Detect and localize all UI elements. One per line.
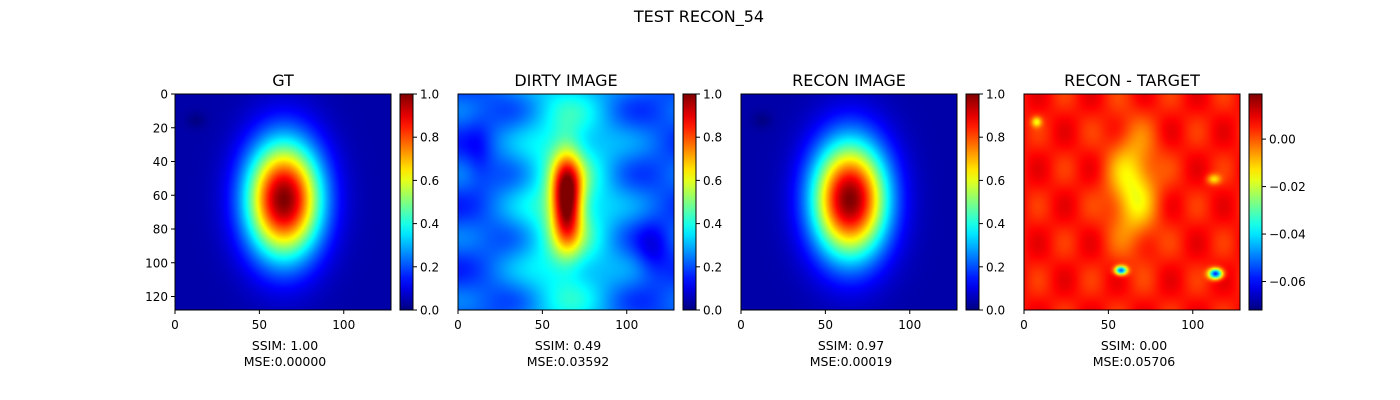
colorbar-tick-label: 0.6 <box>703 174 722 188</box>
y-tick-label: 120 <box>145 290 168 304</box>
ssim-label: SSIM: 0.49 <box>535 338 601 353</box>
y-tick-label: 60 <box>153 189 168 203</box>
y-tick-label: 40 <box>153 155 168 169</box>
colorbar-tick-label: 0.0 <box>420 304 439 318</box>
mse-label: MSE:0.05706 <box>1093 354 1176 369</box>
x-tick-label: 50 <box>252 318 267 332</box>
y-tick-label: 0 <box>160 88 168 102</box>
colorbar-tick-label: 0.0 <box>703 304 722 318</box>
ssim-label: SSIM: 0.97 <box>818 338 884 353</box>
y-tick-label: 20 <box>153 121 168 135</box>
axes-frame <box>457 93 675 311</box>
colorbar-tick-label: −0.04 <box>1269 228 1306 242</box>
heatmap-image <box>458 94 674 310</box>
y-tick-label: 80 <box>153 223 168 237</box>
panel-title: GT <box>272 71 294 90</box>
colorbar-tick-label: 0.8 <box>703 131 722 145</box>
colorbar-tick-label: 0.4 <box>703 217 722 231</box>
x-tick-label: 50 <box>535 318 550 332</box>
colorbar-tick-label: 0.0 <box>986 304 1005 318</box>
colorbar-tick-label: 0.8 <box>986 131 1005 145</box>
axes-frame <box>174 93 392 311</box>
x-tick-label: 100 <box>332 318 355 332</box>
x-tick-label: 100 <box>898 318 921 332</box>
colorbar-tick-label: −0.06 <box>1269 275 1306 289</box>
x-tick-label: 0 <box>171 318 179 332</box>
colorbar-tick-label: 1.0 <box>986 88 1005 102</box>
colorbar <box>1248 93 1263 311</box>
colorbar-tick-label: 0.2 <box>420 260 439 274</box>
y-tick-label: 100 <box>145 256 168 270</box>
heatmap-image <box>741 94 957 310</box>
colorbar-tick-label: 0.2 <box>986 260 1005 274</box>
x-tick-label: 0 <box>454 318 462 332</box>
colorbar-tick-label: 0.00 <box>1269 133 1296 147</box>
panel-title: RECON - TARGET <box>1064 71 1200 90</box>
x-tick-label: 0 <box>737 318 745 332</box>
x-tick-label: 100 <box>1181 318 1204 332</box>
axes-frame <box>1023 93 1241 311</box>
colorbar <box>965 93 980 311</box>
colorbar-tick-label: 0.2 <box>703 260 722 274</box>
panel-4: RECON - TARGET 0 50 100 SSIM: 0.00MSE:0.0570… <box>1020 71 1306 369</box>
axes-frame <box>740 93 958 311</box>
colorbar-tick-label: −0.02 <box>1269 180 1306 194</box>
x-tick-label: 0 <box>1020 318 1028 332</box>
colorbar-tick-label: 0.4 <box>420 217 439 231</box>
mse-label: MSE:0.00019 <box>810 354 893 369</box>
colorbar-tick-label: 0.6 <box>986 174 1005 188</box>
mse-label: MSE:0.00000 <box>244 354 327 369</box>
panel-title: DIRTY IMAGE <box>514 71 617 90</box>
figure-title: TEST RECON_54 <box>633 7 764 27</box>
colorbar-tick-label: 1.0 <box>420 88 439 102</box>
mse-label: MSE:0.03592 <box>527 354 610 369</box>
ssim-label: SSIM: 1.00 <box>252 338 318 353</box>
colorbar <box>682 93 697 311</box>
x-tick-label: 50 <box>818 318 833 332</box>
heatmap-image <box>1024 94 1240 310</box>
x-tick-label: 100 <box>615 318 638 332</box>
panel-1: GT 0 50 100 0 20 40 60 80 100 120 SSIM: 1.00MSE:0.0… <box>145 71 439 369</box>
colorbar-tick-label: 1.0 <box>703 88 722 102</box>
heatmap-image <box>175 94 391 310</box>
ssim-label: SSIM: 0.00 <box>1101 338 1167 353</box>
colorbar-tick-label: 0.6 <box>420 174 439 188</box>
colorbar <box>399 93 414 311</box>
colorbar-tick-label: 0.8 <box>420 131 439 145</box>
colorbar-tick-label: 0.4 <box>986 217 1005 231</box>
panel-title: RECON IMAGE <box>792 71 906 90</box>
x-tick-label: 50 <box>1101 318 1116 332</box>
